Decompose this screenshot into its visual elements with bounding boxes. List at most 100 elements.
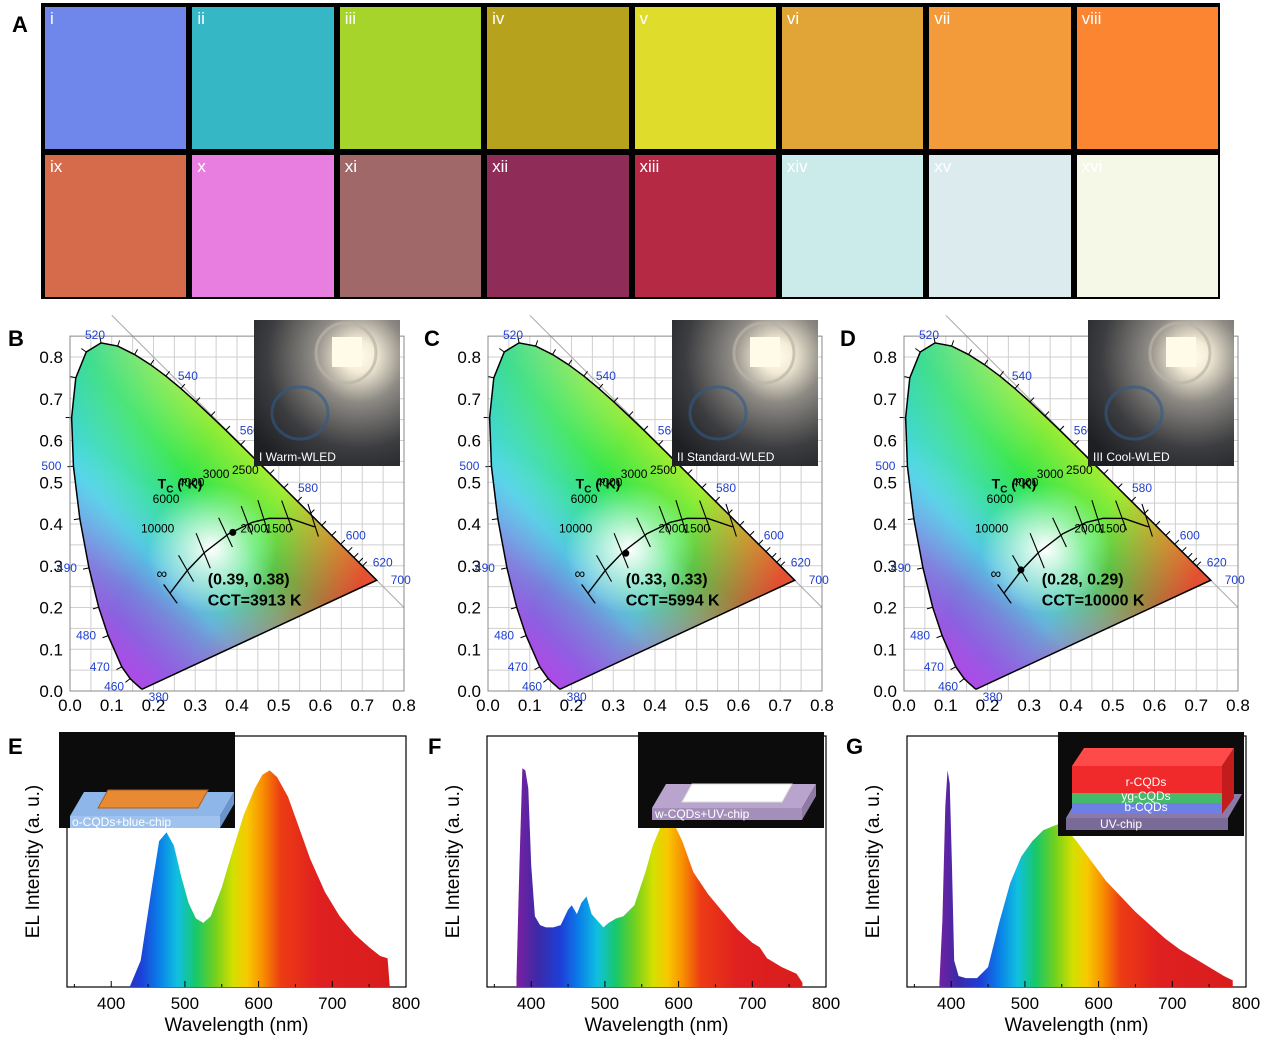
x-tick-label: 0.7 bbox=[350, 696, 374, 715]
cct-tick-label: 4000 bbox=[178, 475, 205, 489]
locus-tick bbox=[780, 561, 786, 567]
tc-subscript: C bbox=[584, 485, 591, 496]
x-tick-label: 600 bbox=[664, 994, 692, 1013]
uv-chip-front bbox=[652, 808, 802, 820]
locus-tick bbox=[283, 483, 289, 489]
swatch-label: ix bbox=[50, 157, 63, 176]
y-tick-label: 0.0 bbox=[873, 682, 897, 701]
wavelength-label: 380 bbox=[567, 690, 587, 704]
locus-tick bbox=[134, 349, 138, 355]
color-swatch: viii bbox=[1076, 7, 1218, 149]
wavelength-label: 470 bbox=[508, 660, 528, 674]
wavelength-label: 580 bbox=[1132, 481, 1152, 495]
locus-tick bbox=[926, 606, 933, 610]
cct-tick-label: 2500 bbox=[650, 463, 677, 477]
isotherm-line bbox=[163, 584, 177, 603]
tc-unit: (°K) bbox=[173, 476, 202, 492]
locus-tick bbox=[765, 546, 771, 552]
locus-tick bbox=[959, 678, 965, 683]
locus-tick bbox=[999, 371, 1004, 377]
locus-tick bbox=[82, 567, 90, 570]
y-tick-label: 0.7 bbox=[39, 390, 63, 409]
y-axis-label: EL Intensity (a. u.) bbox=[863, 785, 884, 938]
isotherm-line bbox=[997, 584, 1011, 603]
color-swatch: xvi bbox=[1076, 155, 1218, 297]
locus-tick bbox=[321, 520, 327, 526]
led-photo-inset: II Standard-WLED bbox=[672, 320, 818, 466]
locus-tick bbox=[1192, 557, 1198, 563]
y-tick-label: 0.1 bbox=[39, 640, 63, 659]
led-mount-ring bbox=[1148, 321, 1212, 385]
x-tick-label: 0.4 bbox=[643, 696, 667, 715]
locus-tick bbox=[643, 425, 649, 431]
chromaticity-point bbox=[1017, 566, 1025, 574]
led-chip bbox=[750, 337, 780, 367]
cct-tick-label: 10000 bbox=[559, 521, 593, 535]
locus-tick bbox=[331, 530, 337, 536]
locus-tick bbox=[1044, 411, 1050, 417]
color-swatch: xiv bbox=[781, 155, 924, 297]
locus-tick bbox=[903, 375, 910, 379]
chromaticity-coordinate: (0.39, 0.38) bbox=[208, 572, 290, 589]
x-tick-label: 0.6 bbox=[309, 696, 333, 715]
locus-tick bbox=[117, 340, 121, 347]
cct-tick-label: ∞ bbox=[574, 565, 585, 582]
panel-letter-g: G bbox=[846, 734, 864, 759]
locus-tick bbox=[358, 557, 364, 563]
x-tick-label: 0.8 bbox=[392, 696, 416, 715]
y-tick-label: 0.2 bbox=[39, 599, 63, 618]
wavelength-label: 700 bbox=[391, 573, 411, 587]
locus-tick bbox=[1165, 530, 1171, 536]
locus-tick bbox=[951, 340, 955, 347]
x-tick-label: 0.4 bbox=[1059, 696, 1083, 715]
locus-tick bbox=[701, 483, 707, 489]
locus-tick bbox=[583, 371, 588, 377]
swatch-label: iv bbox=[492, 9, 505, 28]
r-cqd-layer bbox=[1072, 766, 1222, 793]
cct-tick-label: 2000 bbox=[240, 521, 267, 535]
locus-tick bbox=[598, 383, 604, 389]
cct-tick-label: 4000 bbox=[596, 475, 623, 489]
wavelength-label: 540 bbox=[1012, 369, 1032, 383]
swatch-label: xvi bbox=[1081, 157, 1103, 176]
y-tick-label: 0.8 bbox=[457, 348, 481, 367]
cct-tick-label: 6000 bbox=[571, 492, 598, 506]
isotherm-line bbox=[581, 584, 595, 603]
plot-frame bbox=[69, 335, 405, 692]
locus-tick bbox=[543, 678, 549, 683]
y-axis-label: EL Intensity (a. u.) bbox=[443, 785, 464, 938]
locus-tick bbox=[1103, 469, 1109, 475]
blue-chip-front bbox=[70, 816, 220, 828]
cct-value: CCT=3913 K bbox=[208, 592, 302, 609]
y-tick-label: 0.3 bbox=[457, 557, 481, 576]
logo-projection bbox=[1104, 385, 1164, 441]
isotherm-line bbox=[257, 500, 269, 534]
x-tick-label: 0.3 bbox=[1017, 696, 1041, 715]
inset-label: III Cool-WLED bbox=[1093, 450, 1170, 464]
swatch-label: x bbox=[197, 157, 206, 176]
swatch-label: xiv bbox=[786, 157, 808, 176]
inset-layer-label: UV-chip bbox=[1100, 817, 1142, 831]
wavelength-label: 470 bbox=[90, 660, 110, 674]
wavelength-label: 500 bbox=[459, 459, 479, 473]
locus-tick bbox=[758, 539, 764, 545]
locus-tick bbox=[180, 383, 186, 389]
spectral-locus-white bbox=[905, 342, 1211, 689]
logo-projection bbox=[270, 385, 330, 441]
cie-diagram-warm: 0.0 0.1 0.2 0.3 0.4 0.5 0.6 0.7 0.8 0.0 0.1 0.2 0.3 0… bbox=[39, 315, 416, 715]
isotherm-line bbox=[218, 517, 233, 548]
cct-tick-label: 2000 bbox=[658, 521, 685, 535]
x-tick-label: 0.6 bbox=[727, 696, 751, 715]
y-tick-label: 0.5 bbox=[457, 473, 481, 492]
isotherm-line bbox=[596, 555, 613, 582]
isotherm-line bbox=[658, 505, 671, 535]
locus-tick bbox=[968, 349, 972, 355]
panel-letter-f: F bbox=[428, 734, 442, 759]
cct-tick-label: 3000 bbox=[621, 467, 648, 481]
swatch-label: xv bbox=[934, 157, 952, 176]
x-tick-label: 800 bbox=[392, 994, 420, 1013]
locus-tick bbox=[125, 678, 131, 683]
tc-symbol: T bbox=[576, 476, 585, 492]
y-tick-label: 0.6 bbox=[457, 432, 481, 451]
